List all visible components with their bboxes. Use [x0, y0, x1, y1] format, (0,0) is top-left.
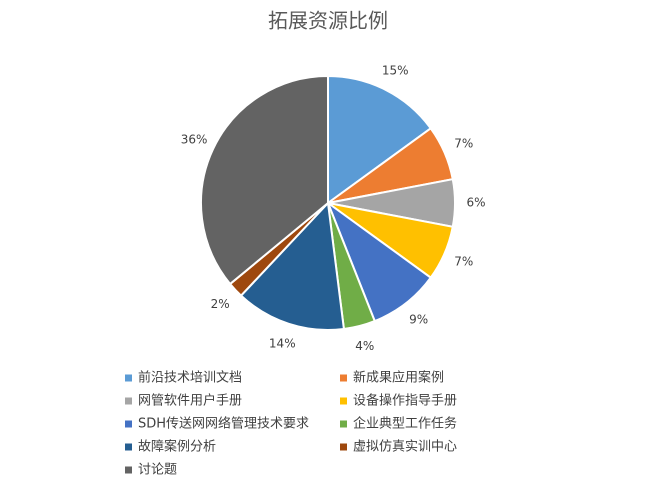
- pie-slice: [327, 74, 433, 205]
- data-label: 2%: [211, 297, 230, 311]
- legend-label: 故障案例分析: [138, 440, 216, 455]
- legend-marker: [340, 397, 347, 405]
- data-label: 4%: [355, 339, 374, 353]
- legend-label: 企业典型工作任务: [353, 416, 457, 432]
- legend-label: 新成果应用案例: [353, 370, 444, 386]
- legend-label: SDH传送网网络管理技术要求: [138, 416, 309, 432]
- data-label: 14%: [269, 336, 296, 350]
- legend-marker: [340, 443, 347, 451]
- data-label: 7%: [454, 137, 473, 151]
- legend-marker: [340, 374, 347, 382]
- legend-marker: [125, 397, 132, 405]
- data-label: 9%: [409, 312, 428, 326]
- legend-marker: [125, 466, 132, 474]
- legend-label: 网管软件用户手册: [138, 393, 242, 409]
- data-label: 6%: [466, 196, 485, 210]
- pie-slice: [239, 200, 346, 331]
- chart-title: 拓展资源比例: [268, 9, 388, 33]
- data-label: 36%: [181, 132, 208, 146]
- legend-marker: [340, 420, 347, 428]
- data-label: 15%: [382, 64, 409, 78]
- data-label: 7%: [454, 254, 473, 268]
- legend-marker: [125, 443, 132, 451]
- legend-marker: [125, 420, 132, 428]
- legend-marker: [125, 374, 132, 382]
- legend-label: 设备操作指导手册: [353, 393, 457, 409]
- legend-label: 讨论题: [138, 463, 177, 478]
- legend-label: 前沿技术培训文档: [138, 370, 242, 386]
- legend-label: 虚拟仿真实训中心: [353, 440, 457, 455]
- pie-slice: [200, 74, 329, 286]
